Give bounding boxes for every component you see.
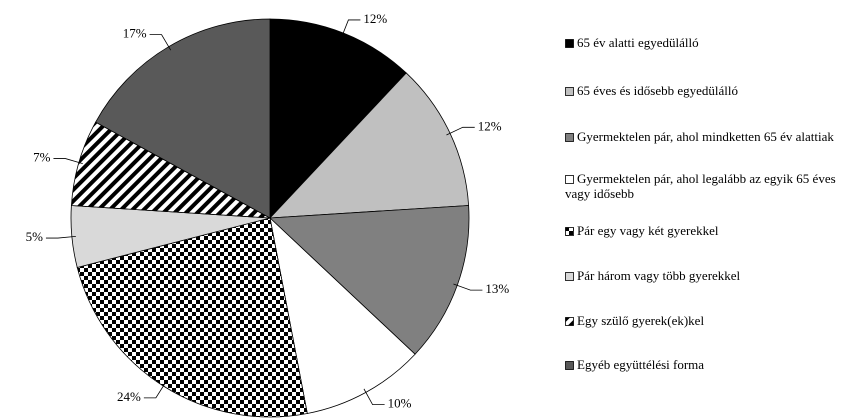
leader-line bbox=[453, 283, 483, 291]
legend-swatch-fill bbox=[565, 175, 574, 184]
data-label: 5% bbox=[26, 229, 44, 244]
legend-swatch bbox=[565, 361, 574, 370]
legend-item: Egy szülő gyerek(ek)kel bbox=[565, 313, 855, 328]
legend-swatch bbox=[565, 133, 574, 142]
legend-item: Egyéb együttélési forma bbox=[565, 357, 855, 372]
leader-line bbox=[363, 388, 385, 406]
data-label: 24% bbox=[117, 389, 141, 404]
data-label: 7% bbox=[33, 150, 51, 165]
legend-swatch-fill bbox=[565, 361, 574, 370]
leader-line bbox=[341, 19, 361, 37]
legend-item: 65 év alatti egyedülálló bbox=[565, 35, 855, 50]
legend-label: Gyermektelen pár, ahol legalább az egyik… bbox=[565, 171, 836, 201]
legend-swatch-fill bbox=[565, 39, 574, 48]
legend-label: Gyermektelen pár, ahol mindketten 65 év … bbox=[577, 129, 834, 144]
legend-item: 65 éves és idősebb egyedülálló bbox=[565, 83, 855, 98]
legend-label: Pár egy vagy két gyerekkel bbox=[577, 223, 719, 238]
legend-label: Pár három vagy több gyerekkel bbox=[577, 268, 741, 283]
legend-swatch-fill bbox=[565, 317, 574, 326]
leader-line bbox=[53, 158, 83, 164]
legend-swatch bbox=[565, 87, 574, 96]
legend-swatch-fill bbox=[565, 133, 574, 142]
data-label: 13% bbox=[485, 281, 509, 296]
legend-label: 65 év alatti egyedülálló bbox=[577, 35, 699, 50]
legend-swatch bbox=[565, 227, 574, 236]
leader-line bbox=[446, 126, 475, 136]
legend-item: Gyermektelen pár, ahol mindketten 65 év … bbox=[565, 129, 855, 144]
legend-swatch-fill bbox=[565, 87, 574, 96]
leader-line bbox=[45, 235, 76, 239]
legend-item: Gyermektelen pár, ahol legalább az egyik… bbox=[565, 171, 855, 201]
legend-item: Pár egy vagy két gyerekkel bbox=[565, 223, 855, 238]
legend-label: Egy szülő gyerek(ek)kel bbox=[577, 313, 705, 328]
chart: 12% 12% 13% 10% 24% 5% 7% 17% bbox=[26, 11, 509, 418]
legend-swatch bbox=[565, 39, 574, 48]
data-label: 12% bbox=[363, 11, 387, 26]
legend-swatch-fill bbox=[565, 227, 574, 236]
data-label: 10% bbox=[388, 396, 412, 411]
leader-line bbox=[149, 34, 172, 51]
legend-swatch bbox=[565, 175, 574, 184]
data-label: 12% bbox=[478, 118, 502, 133]
legend-label: Egyéb együttélési forma bbox=[577, 357, 705, 372]
data-label: 17% bbox=[123, 26, 147, 41]
legend-swatch-fill bbox=[565, 272, 574, 281]
legend-label: 65 éves és idősebb egyedülálló bbox=[577, 83, 739, 98]
legend-item: Pár három vagy több gyerekkel bbox=[565, 268, 855, 283]
legend-swatch bbox=[565, 317, 574, 326]
leader-line bbox=[143, 382, 166, 399]
legend-swatch bbox=[565, 272, 574, 281]
